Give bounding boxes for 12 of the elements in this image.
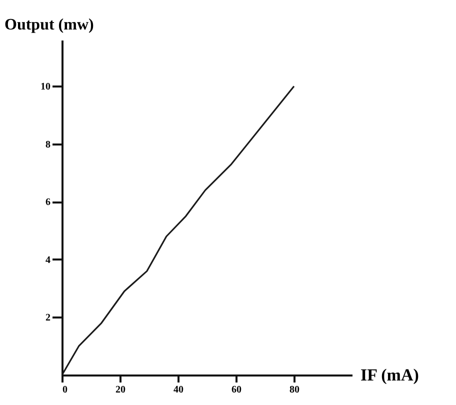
y-axis-title: Output (mw)	[4, 16, 94, 34]
x-tick-label: 40	[174, 384, 184, 396]
x-tick-label: 60	[232, 384, 242, 396]
y-tick-label: 6	[46, 197, 50, 208]
y-tick-label: 4	[46, 254, 50, 266]
y-tick-label: 2	[46, 312, 50, 324]
x-tick-label: 80	[290, 384, 300, 396]
x-axis-title: IF (mA)	[360, 366, 419, 384]
y-tick-label: 8	[46, 139, 50, 150]
x-tick-label: 20	[116, 384, 126, 396]
y-tick-label: 10	[40, 82, 50, 93]
x-tick-label: 0	[62, 384, 68, 396]
